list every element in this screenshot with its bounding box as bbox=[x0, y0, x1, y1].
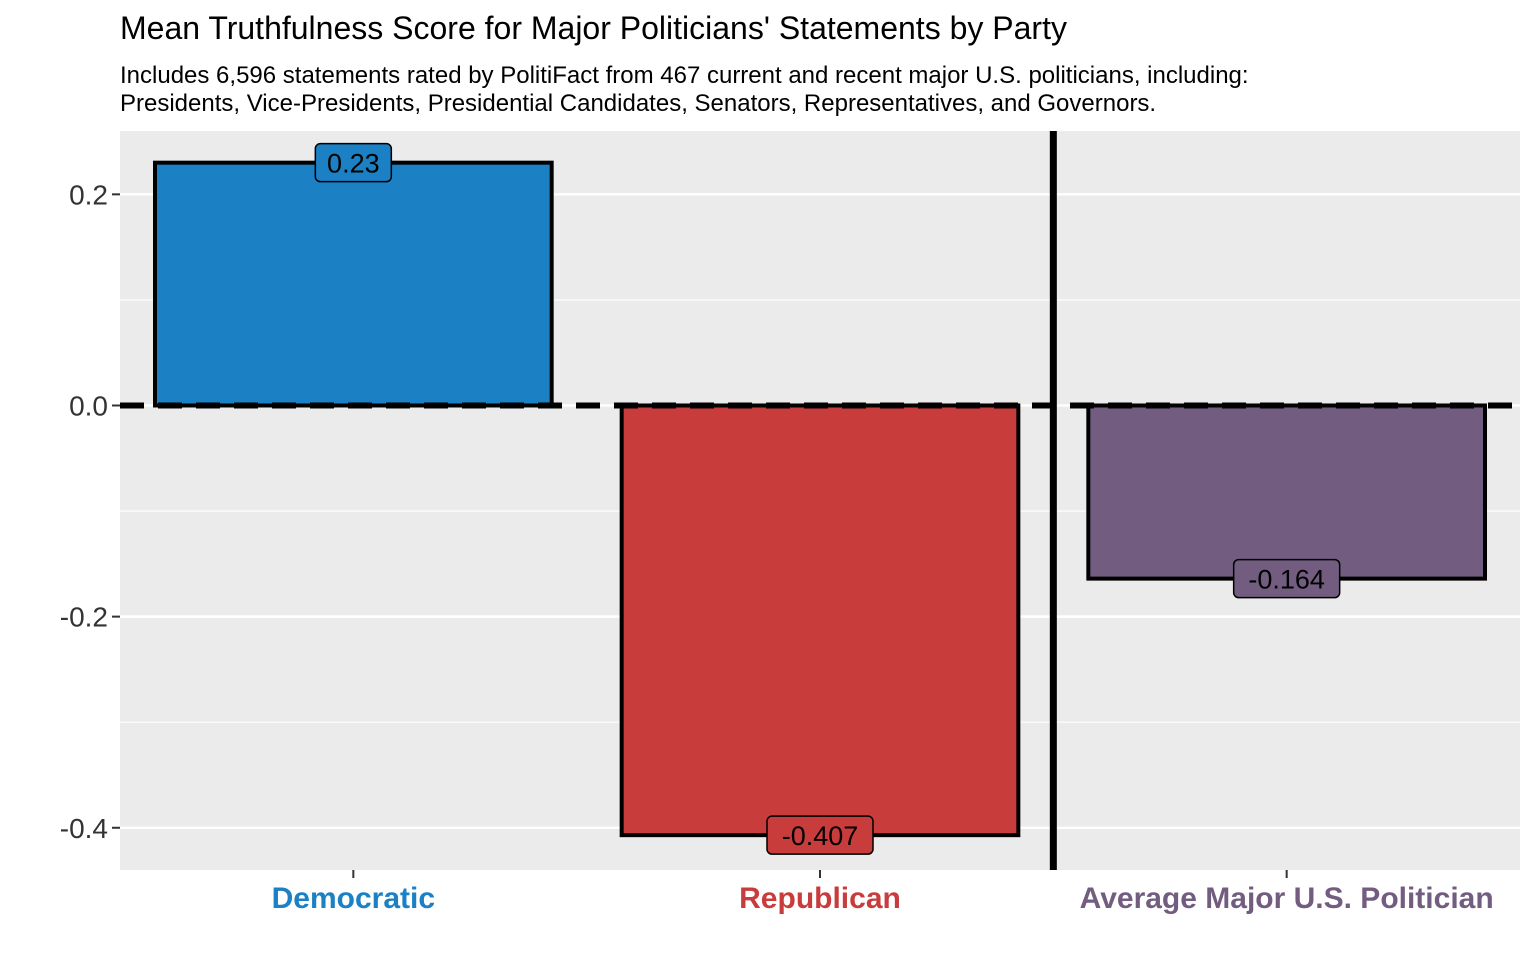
data-label-box bbox=[1232, 558, 1341, 599]
y-tick-label: -0.4 bbox=[60, 813, 108, 844]
bar-average-major-u-s-politician bbox=[1086, 403, 1488, 581]
x-tick-label: Democratic bbox=[272, 882, 435, 915]
subtitle-line-2: Presidents, Vice-Presidents, Presidentia… bbox=[120, 90, 1157, 117]
data-label-box bbox=[314, 142, 393, 183]
data-label: -0.407 bbox=[782, 821, 859, 851]
x-tick-label: Republican bbox=[739, 882, 901, 915]
bar-republican bbox=[619, 403, 1021, 838]
data-label-box bbox=[766, 815, 874, 855]
subtitle-line-1: Includes 6,596 statements rated by Polit… bbox=[120, 62, 1249, 89]
data-label: 0.23 bbox=[327, 149, 380, 179]
chart-title: Mean Truthfulness Score for Major Politi… bbox=[120, 10, 1067, 46]
y-tick-label: -0.2 bbox=[60, 602, 108, 633]
x-tick-label: Average Major U.S. Politician bbox=[1080, 882, 1494, 915]
chart-subtitle: Includes 6,596 statements rated by Polit… bbox=[120, 62, 1249, 118]
data-label: -0.164 bbox=[1248, 565, 1325, 595]
y-tick-label: 0.2 bbox=[69, 179, 108, 210]
bar-democratic bbox=[153, 160, 554, 408]
y-tick-label: 0.0 bbox=[69, 390, 108, 421]
